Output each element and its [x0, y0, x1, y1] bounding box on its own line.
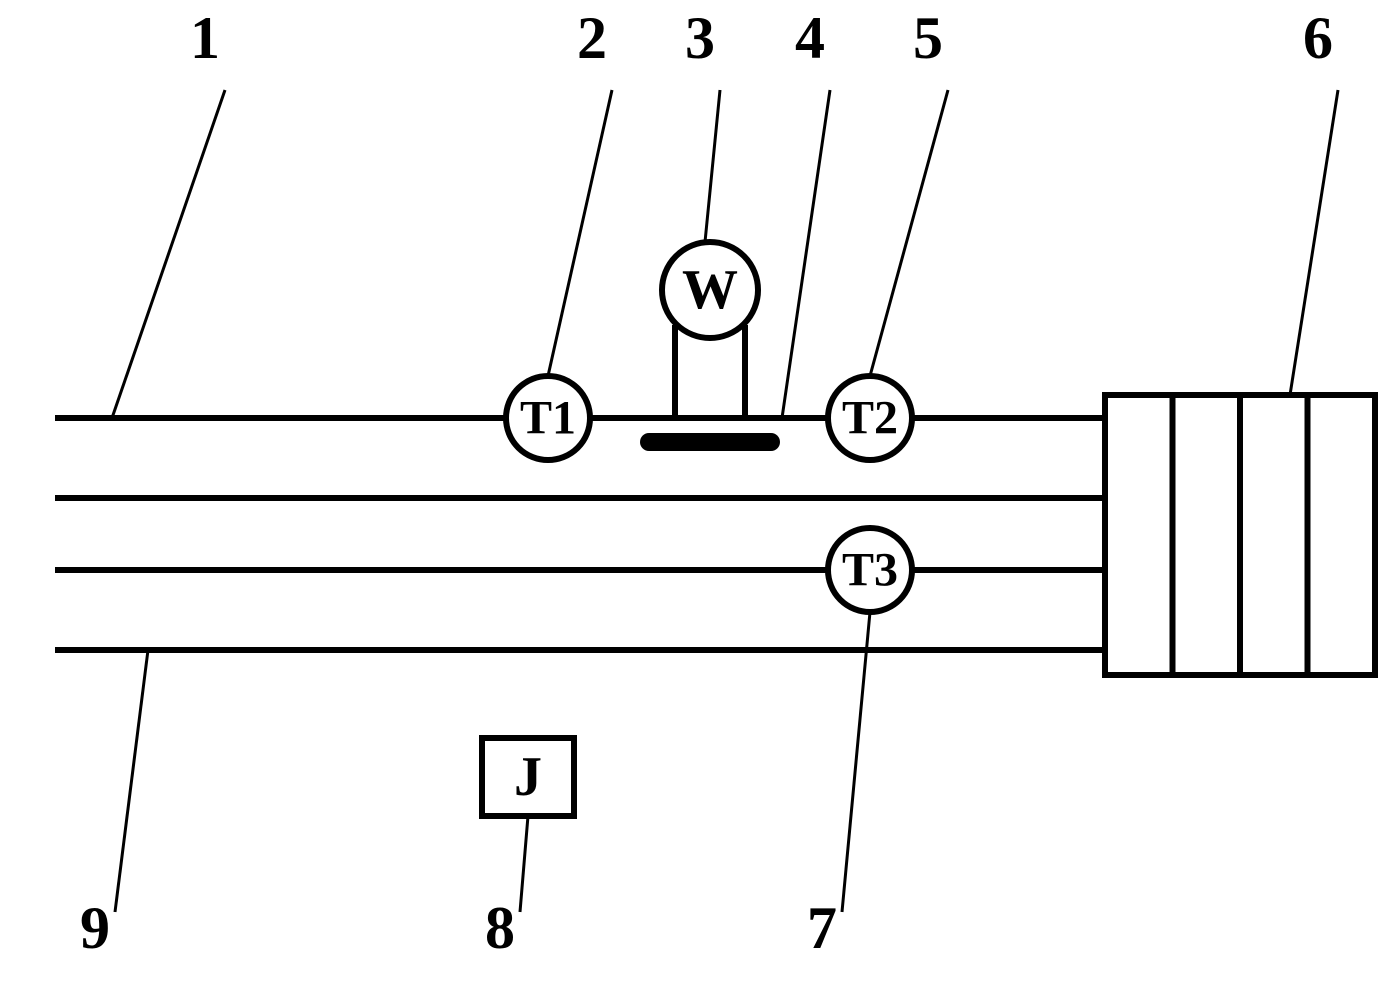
- label-6: 6: [1303, 5, 1333, 71]
- circle-t2: T2: [828, 376, 912, 460]
- j-box: J: [482, 738, 574, 816]
- j-label: J: [514, 746, 542, 808]
- leader-3: [705, 90, 720, 242]
- label-3: 3: [685, 5, 715, 71]
- leader-9: [115, 650, 148, 912]
- leader-2: [548, 90, 612, 376]
- black-bar: [640, 433, 780, 451]
- label-8: 8: [485, 895, 515, 961]
- label-1: 1: [190, 5, 220, 71]
- circle-w: W: [662, 242, 758, 338]
- label-5: 5: [913, 5, 943, 71]
- label-7: 7: [807, 895, 837, 961]
- leader-1: [112, 90, 225, 418]
- circle-t3: T3: [828, 528, 912, 612]
- leader-5: [870, 90, 948, 376]
- leader-7: [842, 612, 870, 912]
- t3-label: T3: [842, 544, 898, 597]
- t2-label: T2: [842, 392, 898, 445]
- schematic-diagram: T1 T2 T3 W J 1 2 3 4 5 6 7 8 9: [0, 0, 1400, 988]
- label-4: 4: [795, 5, 825, 71]
- label-2: 2: [577, 5, 607, 71]
- circle-t1: T1: [506, 376, 590, 460]
- leader-4: [782, 90, 830, 418]
- grid-box: [1105, 395, 1375, 675]
- leader-8: [520, 816, 528, 912]
- w-label: W: [682, 259, 738, 321]
- leader-6: [1290, 90, 1338, 395]
- label-9: 9: [80, 895, 110, 961]
- t1-label: T1: [520, 392, 576, 445]
